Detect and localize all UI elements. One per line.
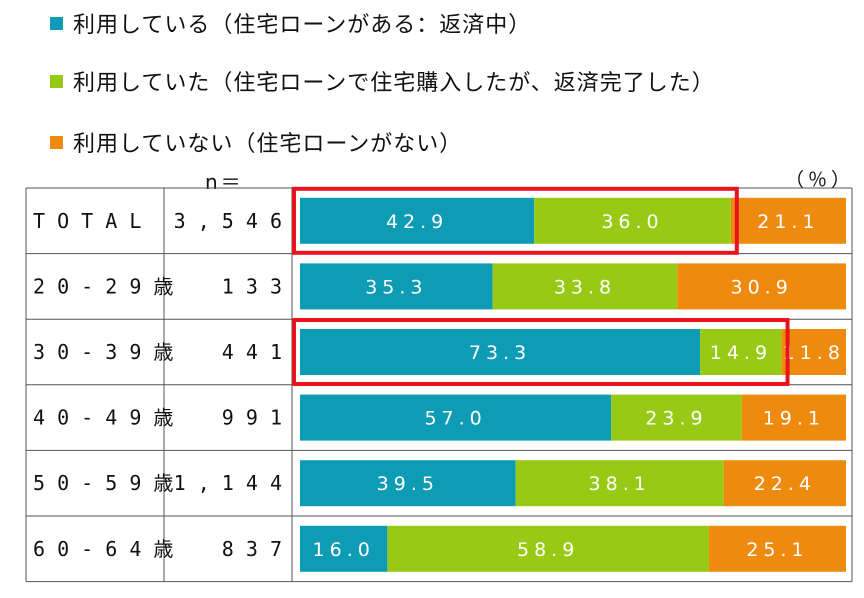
n-value: 9 9 1: [222, 406, 282, 430]
bar-segment: [492, 263, 678, 310]
data-label: 39.5: [377, 473, 439, 495]
bar-segment: [300, 329, 701, 375]
n-value: 8 3 7: [222, 537, 282, 561]
bar-segment: [741, 394, 846, 441]
legend-swatch-not-using: [50, 135, 63, 149]
data-label: 23.9: [645, 408, 707, 430]
bar-segment: [708, 525, 846, 572]
data-label: 42.9: [386, 211, 448, 233]
bar-segment: [300, 263, 493, 310]
category-label: 4 0 - 4 9 歳: [33, 406, 173, 430]
data-label: 58.9: [517, 539, 579, 561]
data-label: 19.1: [763, 408, 825, 430]
bar-segment: [300, 394, 612, 441]
highlight-box: [292, 186, 739, 255]
bar-segment: [781, 329, 846, 375]
data-label: 11.8: [783, 342, 845, 364]
category-label: 6 0 - 6 4 歳: [33, 537, 173, 561]
legend-item-repaid: 利用していた（住宅ローンで住宅購入したが、返済完了した）: [50, 66, 715, 96]
bar-segment: [611, 394, 742, 441]
bar-segment: [387, 525, 709, 572]
n-column-header: n＝: [205, 170, 244, 194]
category-label: 2 0 - 2 9 歳: [33, 274, 173, 298]
bar-segment: [300, 197, 535, 244]
legend-label-not-using: 利用していない（住宅ローンがない）: [73, 132, 463, 157]
bar-segment: [300, 460, 516, 507]
category-label: 5 0 - 5 9 歳: [33, 471, 173, 495]
legend-item-not-using: 利用していない（住宅ローンがない）: [50, 127, 462, 157]
legend-swatch-repaid: [50, 74, 63, 88]
bar-segment: [730, 197, 846, 244]
percent-unit-label: （％）: [785, 169, 855, 191]
data-label: 14.9: [710, 342, 772, 364]
bar-segment: [534, 197, 731, 244]
n-value: 3 , 5 4 6: [174, 209, 282, 233]
data-label: 38.1: [589, 473, 651, 495]
data-label: 16.0: [313, 539, 375, 561]
data-label: 33.8: [554, 276, 616, 298]
data-label: 22.4: [754, 473, 816, 495]
legend-item-repaying: 利用している（住宅ローンがある：返済中）: [50, 8, 531, 38]
bar-segment: [515, 460, 724, 507]
n-value: 4 4 1: [222, 340, 282, 364]
data-label: 36.0: [601, 211, 663, 233]
data-label: 25.1: [746, 539, 808, 561]
category-label: T O T A L: [33, 209, 141, 233]
highlight-box: [292, 318, 790, 386]
data-label: 21.1: [757, 211, 819, 233]
data-label: 35.3: [365, 276, 427, 298]
n-value: 1 , 1 4 4: [174, 471, 282, 495]
data-label: 30.9: [730, 276, 792, 298]
data-label: 57.0: [424, 408, 486, 430]
data-label: 73.3: [469, 342, 531, 364]
legend-label-repaid: 利用していた（住宅ローンで住宅購入したが、返済完了した）: [73, 71, 715, 96]
bar-segment: [677, 263, 846, 310]
bar-segment: [723, 460, 846, 507]
category-label: 3 0 - 3 9 歳: [33, 340, 173, 364]
legend-swatch-repaying: [50, 16, 63, 30]
n-value: 1 3 3: [222, 274, 282, 298]
legend-label-repaying: 利用している（住宅ローンがある：返済中）: [73, 13, 532, 38]
bar-segment: [300, 525, 388, 572]
bar-segment: [700, 329, 782, 375]
